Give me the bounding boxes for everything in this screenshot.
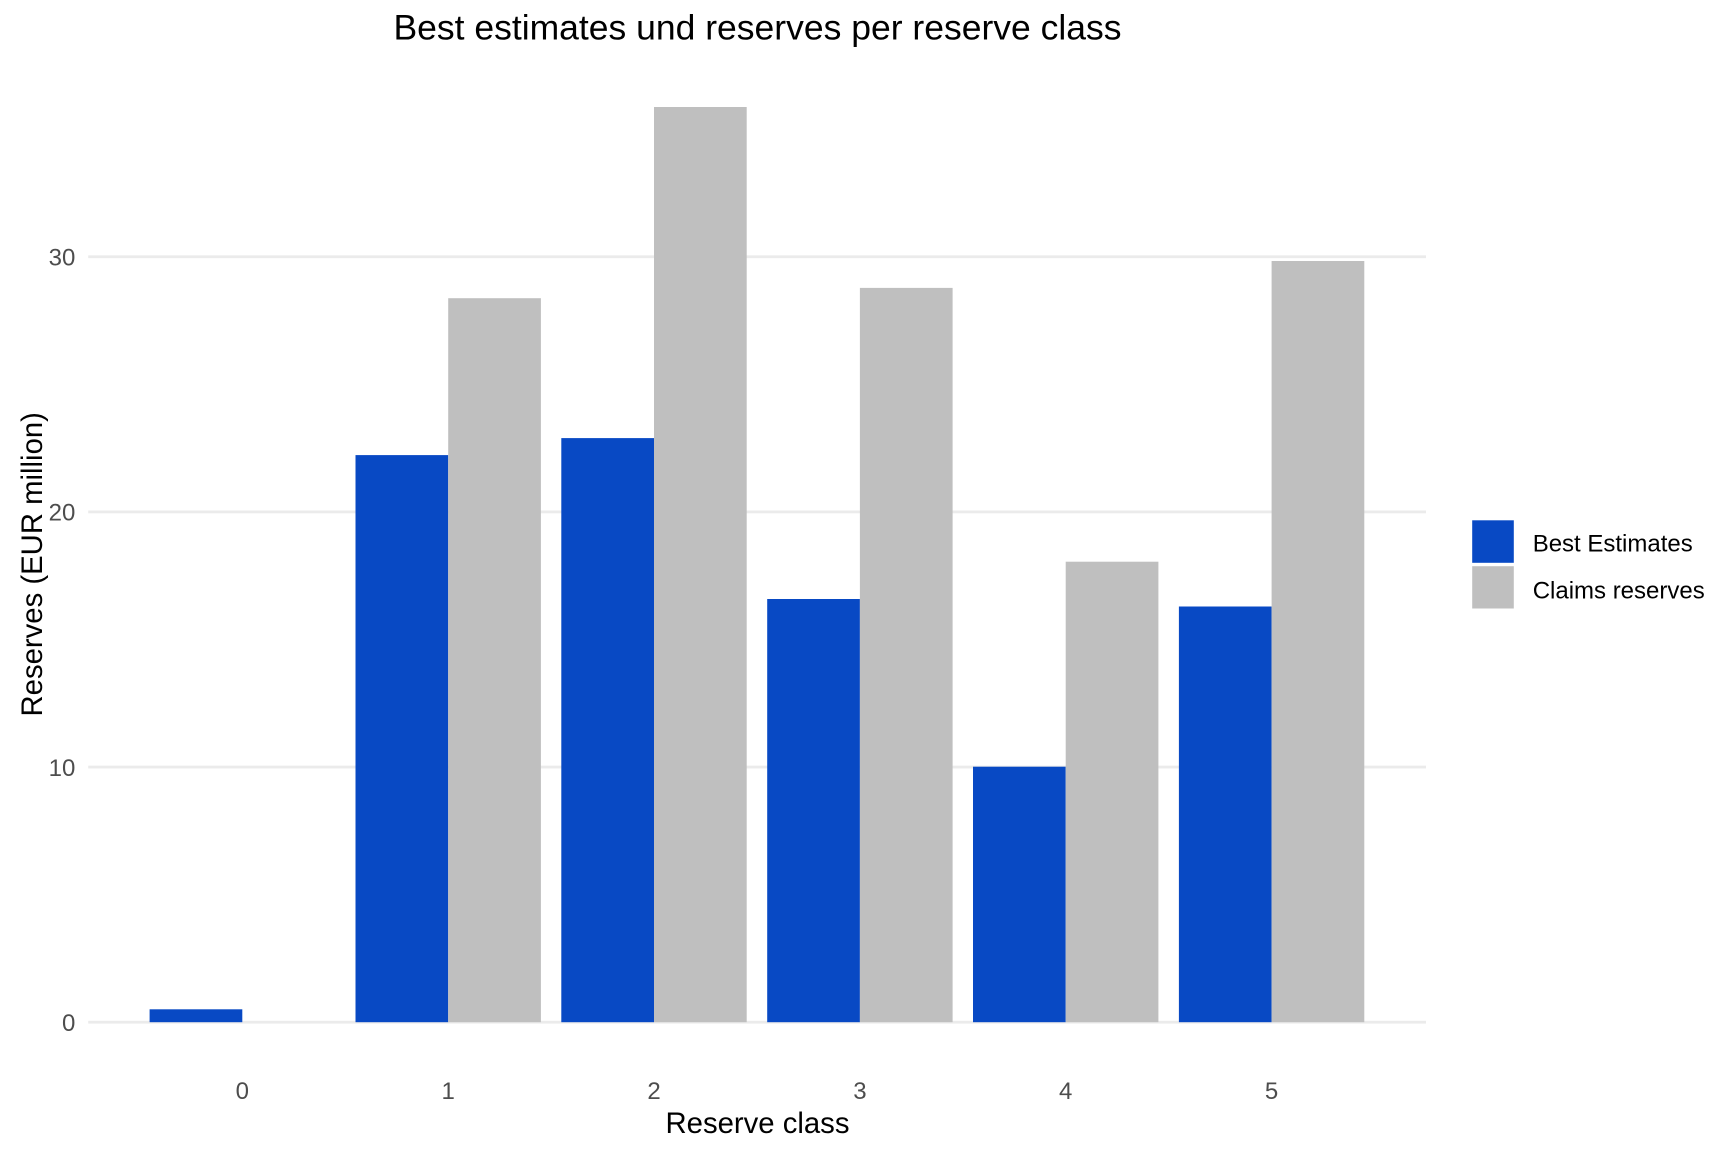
svg-text:Best Estimates: Best Estimates <box>1533 531 1693 558</box>
svg-text:0: 0 <box>62 1010 75 1037</box>
svg-text:Best estimates und reserves pe: Best estimates und reserves per reserve … <box>393 8 1121 48</box>
svg-text:30: 30 <box>49 245 76 272</box>
svg-text:1: 1 <box>442 1078 455 1105</box>
svg-text:20: 20 <box>49 500 76 527</box>
svg-text:5: 5 <box>1265 1078 1278 1105</box>
svg-text:3: 3 <box>853 1078 866 1105</box>
svg-text:Reserve class: Reserve class <box>666 1107 850 1140</box>
svg-text:2: 2 <box>647 1078 660 1105</box>
svg-text:10: 10 <box>49 755 76 782</box>
svg-text:Claims reserves: Claims reserves <box>1533 578 1705 605</box>
svg-text:0: 0 <box>236 1078 249 1105</box>
svg-text:4: 4 <box>1059 1078 1072 1105</box>
svg-text:Reserves (EUR million): Reserves (EUR million) <box>16 412 49 716</box>
